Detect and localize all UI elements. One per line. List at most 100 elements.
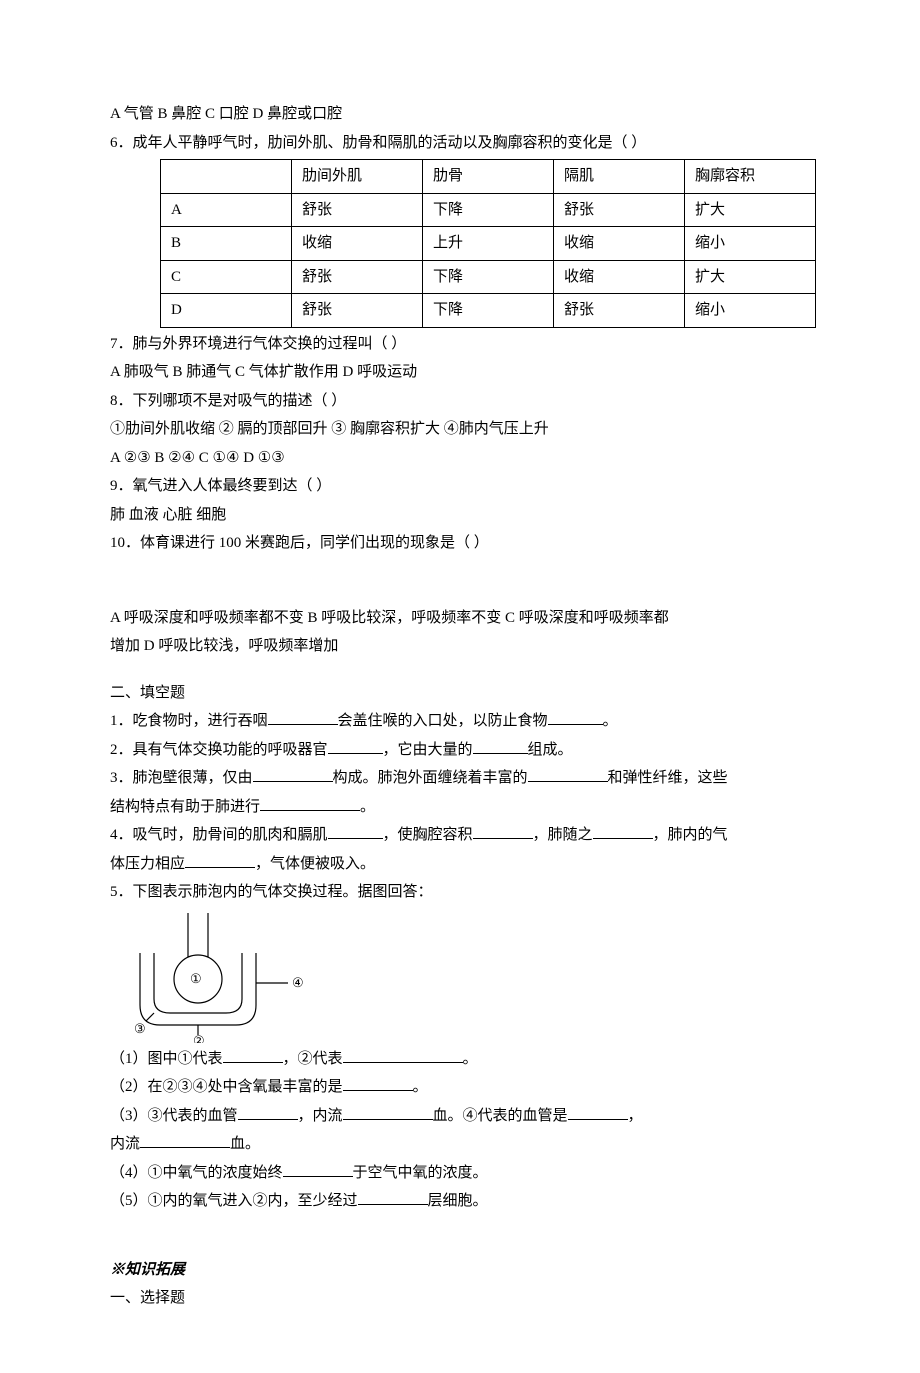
blank: [253, 766, 333, 782]
text: 层细胞。: [428, 1193, 488, 1209]
fill-q5-sub3-line2: 内流血。: [110, 1130, 810, 1159]
table-cell: 下降: [423, 193, 554, 227]
diagram-label-3: ③: [134, 1021, 146, 1036]
spacer: [110, 661, 810, 679]
diagram-label-4: ④: [292, 975, 304, 990]
text: ，肺内的气: [653, 827, 728, 843]
table-cell: 上升: [423, 227, 554, 261]
blank: [328, 738, 383, 754]
text: 会盖住喉的入口处，以防止食物: [338, 713, 548, 729]
blank: [343, 1104, 433, 1120]
blank: [473, 823, 533, 839]
table-cell: [161, 160, 292, 194]
table-cell: 舒张: [292, 294, 423, 328]
table-cell: 缩小: [685, 227, 816, 261]
table-cell: 舒张: [292, 260, 423, 294]
q10-options-line1: A 呼吸深度和呼吸频率都不变 B 呼吸比较深，呼吸频率不变 C 呼吸深度和呼吸频…: [110, 604, 810, 633]
q7-options: A 肺吸气 B 肺通气 C 气体扩散作用 D 呼吸运动: [110, 358, 810, 387]
fill-q5-sub3-line1: （3）③代表的血管，内流血。④代表的血管是，: [110, 1102, 810, 1131]
text: ，肺随之: [533, 827, 593, 843]
spacer: [110, 558, 810, 604]
text: 2．具有气体交换功能的呼吸器官: [110, 742, 328, 758]
table-cell: B: [161, 227, 292, 261]
q10-options-line2: 增加 D 呼吸比较浅，呼吸频率增加: [110, 632, 810, 661]
q8-statements: ①肋间外肌收缩 ② 膈的顶部回升 ③ 胸廓容积扩大 ④肺内气压上升: [110, 415, 810, 444]
text: 组成。: [528, 742, 573, 758]
table-row: B 收缩 上升 收缩 缩小: [161, 227, 816, 261]
table-cell: 舒张: [554, 294, 685, 328]
text: 体压力相应: [110, 856, 185, 872]
q5-options: A 气管 B 鼻腔 C 口腔 D 鼻腔或口腔: [110, 100, 810, 129]
blank: [343, 1075, 413, 1091]
blank: [358, 1189, 428, 1205]
text: ，使胸腔容积: [383, 827, 473, 843]
text: （1）图中①代表: [110, 1051, 223, 1067]
text: （4）①中氧气的浓度始终: [110, 1165, 283, 1181]
blank: [283, 1161, 353, 1177]
section-fill-heading: 二、填空题: [110, 679, 810, 708]
text: ，: [628, 1108, 643, 1124]
table-cell: 扩大: [685, 260, 816, 294]
fill-q5-sub1: （1）图中①代表 ，②代表 。: [110, 1045, 810, 1074]
extension-heading: ※知识拓展: [110, 1256, 810, 1285]
diagram-label-2: ②: [193, 1033, 205, 1043]
text: 。: [603, 713, 618, 729]
table-cell: C: [161, 260, 292, 294]
q9-options: 肺 血液 心脏 细胞: [110, 501, 810, 530]
blank: [223, 1047, 283, 1063]
table-cell: 隔肌: [554, 160, 685, 194]
fill-q5-sub5: （5）①内的氧气进入②内，至少经过 层细胞。: [110, 1187, 810, 1216]
table-cell: 下降: [423, 294, 554, 328]
table-cell: 肋间外肌: [292, 160, 423, 194]
blank: [528, 766, 608, 782]
fill-q1: 1．吃食物时，进行吞咽会盖住喉的入口处，以防止食物。: [110, 707, 810, 736]
blank: [268, 709, 338, 725]
table-cell: 收缩: [292, 227, 423, 261]
fill-q3-line2: 结构特点有助于肺进行。: [110, 793, 810, 822]
diagram-label-1: ①: [190, 971, 202, 986]
fill-q5-sub4: （4）①中氧气的浓度始终 于空气中氧的浓度。: [110, 1159, 810, 1188]
blank: [593, 823, 653, 839]
text: 。: [463, 1051, 478, 1067]
table-cell: 扩大: [685, 193, 816, 227]
blank: [185, 852, 255, 868]
blank: [548, 709, 603, 725]
fill-q4-line1: 4．吸气时，肋骨间的肌肉和膈肌 ，使胸腔容积 ，肺随之 ，肺内的气: [110, 821, 810, 850]
blank: [473, 738, 528, 754]
text: ，②代表: [283, 1051, 343, 1067]
q9-stem: 9．氧气进入人体最终要到达（ ）: [110, 472, 810, 501]
blank: [328, 823, 383, 839]
text: ，气体便被吸入。: [255, 856, 375, 872]
q8-stem: 8．下列哪项不是对吸气的描述（ ）: [110, 387, 810, 416]
text: 构成。肺泡外面缠绕着丰富的: [333, 770, 528, 786]
table-row: C 舒张 下降 收缩 扩大: [161, 260, 816, 294]
table-cell: 收缩: [554, 260, 685, 294]
table-cell: 舒张: [554, 193, 685, 227]
text: 。: [413, 1079, 428, 1095]
fill-q5-sub2: （2）在②③④处中含氧最丰富的是。: [110, 1073, 810, 1102]
table-cell: 下降: [423, 260, 554, 294]
q7-stem: 7．肺与外界环境进行气体交换的过程叫（ ）: [110, 330, 810, 359]
table-cell: 舒张: [292, 193, 423, 227]
text: 和弹性纤维，这些: [608, 770, 728, 786]
table-cell: D: [161, 294, 292, 328]
text: ，它由大量的: [383, 742, 473, 758]
table-row: D 舒张 下降 舒张 缩小: [161, 294, 816, 328]
blank: [260, 795, 360, 811]
fill-q3-line1: 3．肺泡壁很薄，仅由 构成。肺泡外面缠绕着丰富的 和弹性纤维，这些: [110, 764, 810, 793]
fill-q4-line2: 体压力相应 ，气体便被吸入。: [110, 850, 810, 879]
q8-options: A ②③ B ②④ C ①④ D ①③: [110, 444, 810, 473]
text: 。: [360, 799, 375, 815]
spacer: [110, 1216, 810, 1256]
text: 3．肺泡壁很薄，仅由: [110, 770, 253, 786]
text: 血。④代表的血管是: [433, 1108, 568, 1124]
fill-q5-stem: 5．下图表示肺泡内的气体交换过程。据图回答：: [110, 878, 810, 907]
text: （5）①内的氧气进入②内，至少经过: [110, 1193, 358, 1209]
table-row: 肋间外肌 肋骨 隔肌 胸廓容积: [161, 160, 816, 194]
extension-sub: 一、选择题: [110, 1284, 810, 1313]
alveolus-diagram: ① ② ③ ④: [110, 913, 310, 1043]
text: 于空气中氧的浓度。: [353, 1165, 488, 1181]
table-cell: 收缩: [554, 227, 685, 261]
text: 4．吸气时，肋骨间的肌肉和膈肌: [110, 827, 328, 843]
blank: [238, 1104, 298, 1120]
